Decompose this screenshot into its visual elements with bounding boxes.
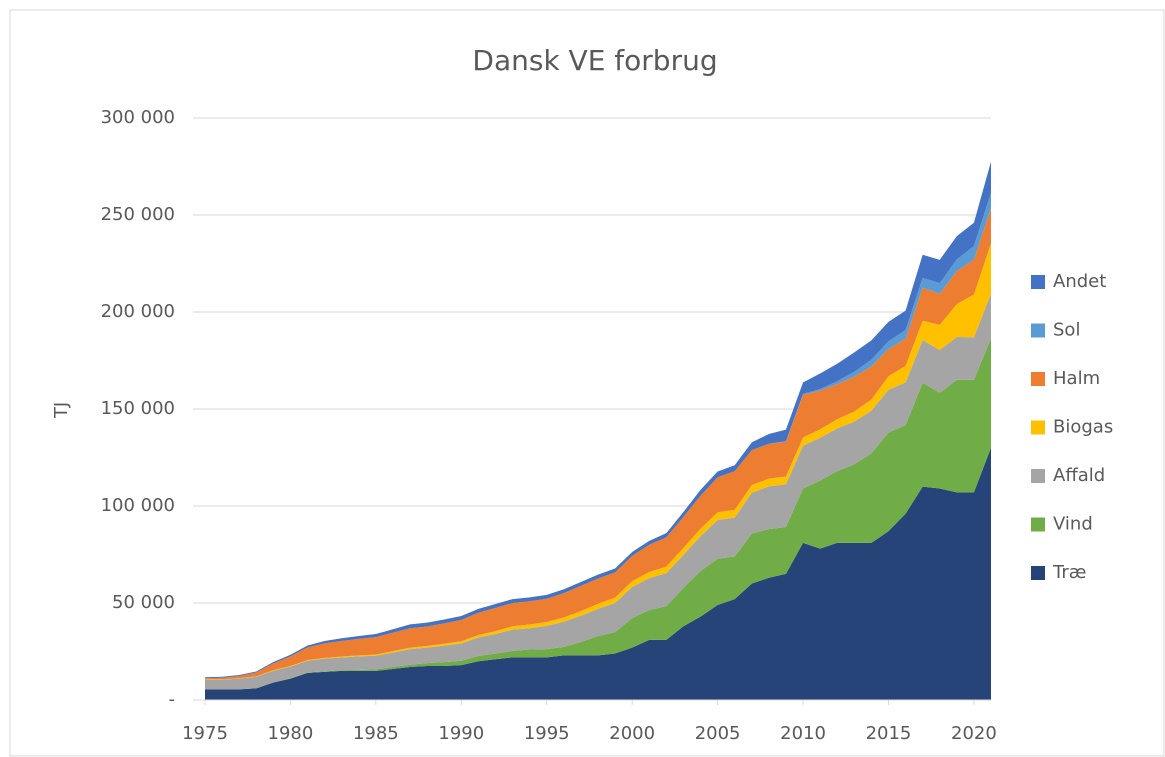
legend-swatch [1031,517,1045,532]
legend-swatch [1031,469,1045,483]
area [205,208,991,680]
legend-swatch [1031,420,1045,435]
legend-label: Biogas [1053,417,1113,438]
area [205,447,991,700]
x-tick-label: 1980 [268,723,314,744]
y-tick-label: - [169,689,176,710]
x-tick-label: 1995 [524,723,570,744]
y-tick-label: 50 000 [112,592,175,613]
y-tick-label: 250 000 [101,204,175,225]
legend-label: Træ [1052,562,1086,583]
legend-label: Andet [1053,271,1106,292]
y-tick-label: 100 000 [101,495,175,516]
x-tick-label: 1975 [182,723,228,744]
legend-swatch [1031,372,1045,386]
area [205,161,991,679]
legend-swatch [1031,566,1045,580]
y-axis-label: TJ [51,402,72,419]
legend-label: Affald [1053,465,1105,486]
x-tick-label: 1990 [438,723,484,744]
x-tick-label: 2015 [866,723,912,744]
x-tick-label: 1985 [353,723,399,744]
y-tick-label: 300 000 [101,107,175,128]
legend-swatch [1031,323,1045,338]
chart-title: Dansk VE forbrug [472,44,717,77]
x-tick-label: 2005 [695,723,741,744]
area [205,293,991,690]
x-tick-label: 2010 [780,723,826,744]
x-tick-label: 2000 [609,723,655,744]
legend-label: Sol [1053,320,1080,341]
area [205,338,991,690]
legend-swatch [1031,275,1045,289]
x-tick-label: 2020 [951,723,997,744]
y-tick-label: 150 000 [101,398,175,419]
y-tick-label: 200 000 [101,301,175,322]
legend-label: Vind [1053,514,1093,535]
legend-label: Halm [1053,368,1100,389]
